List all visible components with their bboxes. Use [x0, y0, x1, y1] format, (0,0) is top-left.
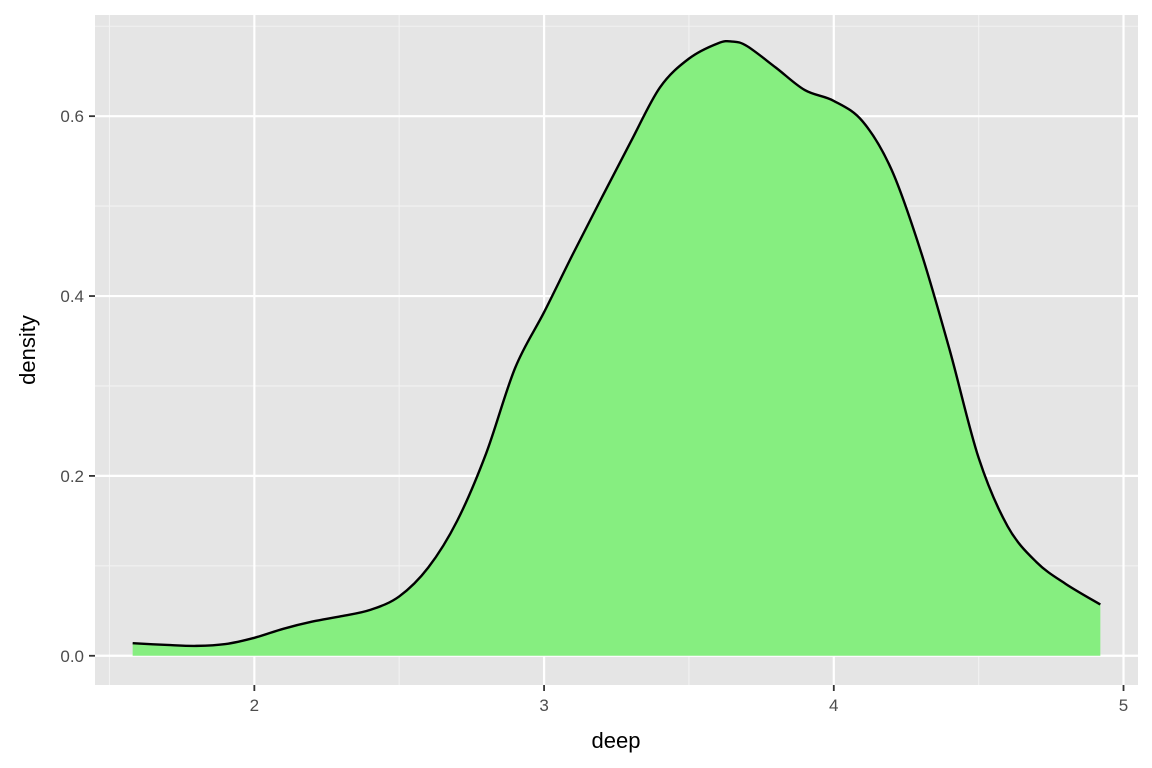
y-tick-label: 0.4 — [60, 287, 84, 306]
x-tick-label: 4 — [829, 696, 838, 715]
x-tick-label: 3 — [539, 696, 548, 715]
y-axis: 0.0 0.2 0.4 0.6 — [60, 107, 95, 666]
x-tick-label: 2 — [250, 696, 259, 715]
x-tick-label: 5 — [1119, 696, 1128, 715]
x-axis: 2 3 4 5 — [250, 685, 1128, 715]
x-axis-title: deep — [592, 728, 641, 753]
y-tick-label: 0.2 — [60, 467, 84, 486]
y-axis-title: density — [15, 315, 40, 385]
y-tick-label: 0.6 — [60, 107, 84, 126]
density-line — [132, 39, 1101, 648]
y-tick-label: 0.0 — [60, 647, 84, 666]
density-area — [132, 41, 1101, 656]
